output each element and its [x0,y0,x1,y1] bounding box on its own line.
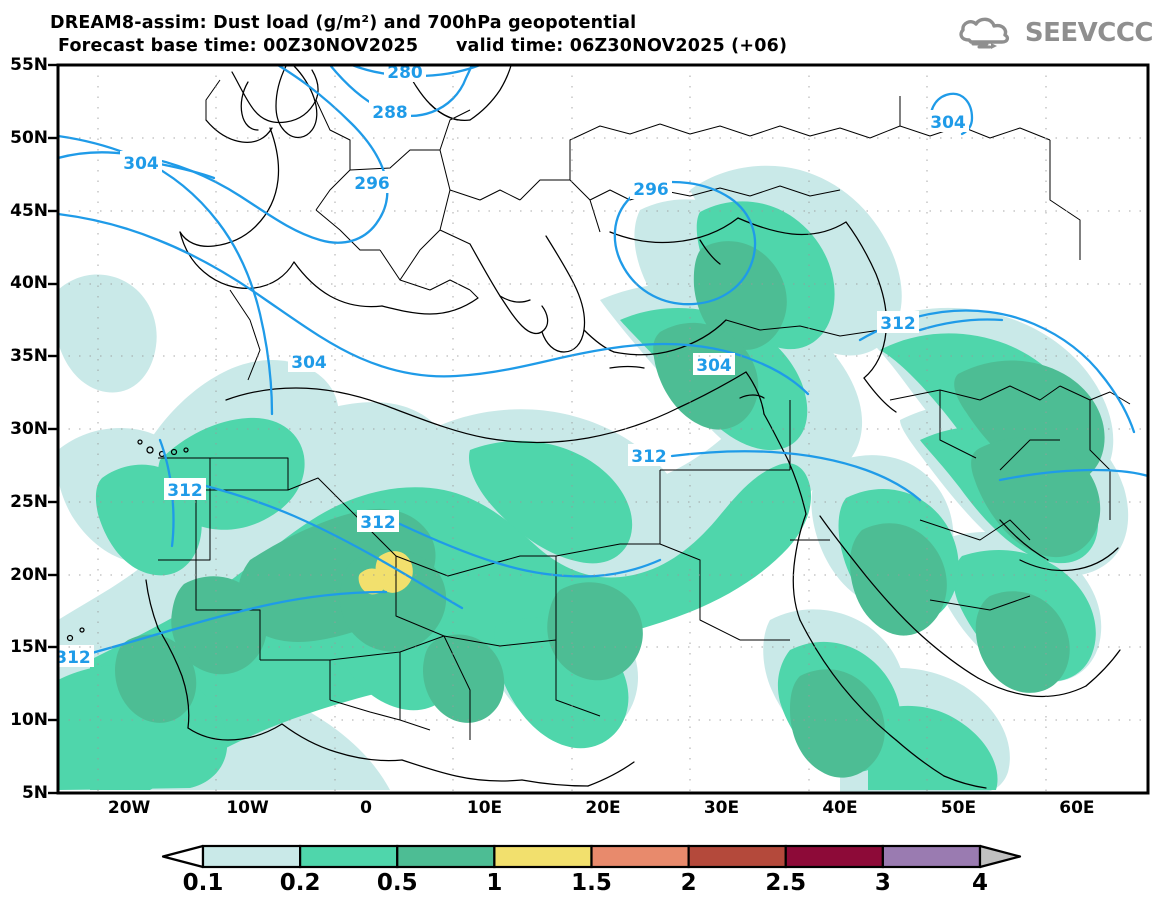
colorbar-segment-1 [201,844,302,869]
svg-text:312: 312 [880,314,916,334]
svg-text:304: 304 [696,356,732,376]
colorbar-swatches [161,844,1022,869]
svg-text:312: 312 [55,648,91,668]
contour-label-312-southwest: 312 [55,645,94,668]
page-title: DREAM8-assim: Dust load (g/m²) and 700hP… [50,13,637,33]
y-tick-35N: 35N [10,346,48,367]
x-tick-0: 0 [360,798,372,818]
colorbar-segment-4 [493,844,593,869]
contour-label-304-northeast: 304 [927,110,969,133]
colorbar-segment-7 [784,844,884,869]
y-tick-55N: 55N [10,55,48,75]
contour-label-312-sahara: 312 [357,510,399,533]
colorbar-segment-8 [881,844,982,869]
colorbar-segment-2 [299,844,399,869]
x-tick-40E: 40E [822,798,858,818]
logo-text: SEEVCCC [1024,18,1154,48]
contour-label-280: 280 [384,63,426,83]
contour-label-296-east: 296 [630,177,672,200]
colorbar-over-arrow [978,844,1022,869]
y-tick-20N: 20N [10,564,48,585]
colorbar-tick-1.5: 1.5 [571,870,612,896]
x-tick-20W: 20W [107,798,151,818]
svg-text:280: 280 [387,63,423,83]
x-tick-10W: 10W [226,798,269,818]
y-tick-5N: 5N [21,783,48,803]
x-tick-30E: 30E [703,798,740,818]
svg-text:304: 304 [291,353,327,373]
colorbar-segment-3 [396,844,496,869]
y-tick-15N: 15N [10,637,48,658]
colorbar-under-arrow [161,844,205,869]
contour-label-312-center: 312 [628,444,670,467]
contour-label-288: 288 [369,100,411,123]
colorbar-segment-6 [687,844,787,869]
colorbar-tick-0.5: 0.5 [376,870,418,896]
colorbar: 0.1 0.2 0.5 1 1.5 2 2.5 3 4 [0,840,1165,904]
map-coastlines [66,65,1121,789]
svg-text:296: 296 [633,180,669,200]
y-tick-10N: 10N [10,710,48,731]
contour-label-304-center: 304 [288,350,330,373]
svg-text:312: 312 [167,481,203,501]
y-tick-30N: 30N [10,419,48,439]
colorbar-tick-3: 3 [874,870,891,896]
chart-title-block: DREAM8-assim: Dust load (g/m²) and 700hP… [50,12,810,58]
x-tick-10E: 10E [466,798,503,818]
contour-label-304-west: 304 [120,151,162,174]
svg-text:304: 304 [930,113,966,133]
colorbar-tick-2: 2 [680,870,697,896]
x-tick-50E: 50E [940,798,977,818]
cloud-icon [959,17,1009,49]
contour-labels: 280 288 296 296 304 [55,63,969,668]
y-tick-45N: 45N [10,200,48,221]
colorbar-tick-2.5: 2.5 [765,870,807,896]
forecast-map: 280 288 296 296 304 [48,63,1150,795]
y-tick-50N: 50N [10,127,48,148]
contour-label-304-east: 304 [693,353,735,376]
forecast-time-subtitle: Forecast base time: 00Z30NOV2025 valid t… [58,36,788,56]
svg-text:288: 288 [372,103,408,123]
svg-text:296: 296 [354,174,390,194]
y-tick-25N: 25N [10,491,48,512]
colorbar-tick-labels: 0.1 0.2 0.5 1 1.5 2 2.5 3 4 [0,870,1165,904]
colorbar-tick-0.1: 0.1 [182,870,224,896]
colorbar-tick-1: 1 [486,870,503,896]
contour-label-296-west: 296 [351,171,393,194]
contour-label-312-east: 312 [877,311,919,334]
x-tick-20E: 20E [585,798,621,818]
dust-layer-0.5 [114,241,1105,778]
seevccc-logo: SEEVCCC [957,16,1154,50]
colorbar-tick-0.2: 0.2 [279,870,321,896]
contour-label-312-west: 312 [164,478,206,501]
x-tick-60E: 60E [1059,798,1095,818]
y-tick-40N: 40N [10,273,48,294]
colorbar-segment-5 [590,844,690,869]
axis-ticks [48,63,58,795]
colorbar-tick-4: 4 [971,870,988,896]
svg-text:312: 312 [631,447,667,467]
svg-text:312: 312 [360,513,396,533]
svg-text:304: 304 [123,154,159,174]
